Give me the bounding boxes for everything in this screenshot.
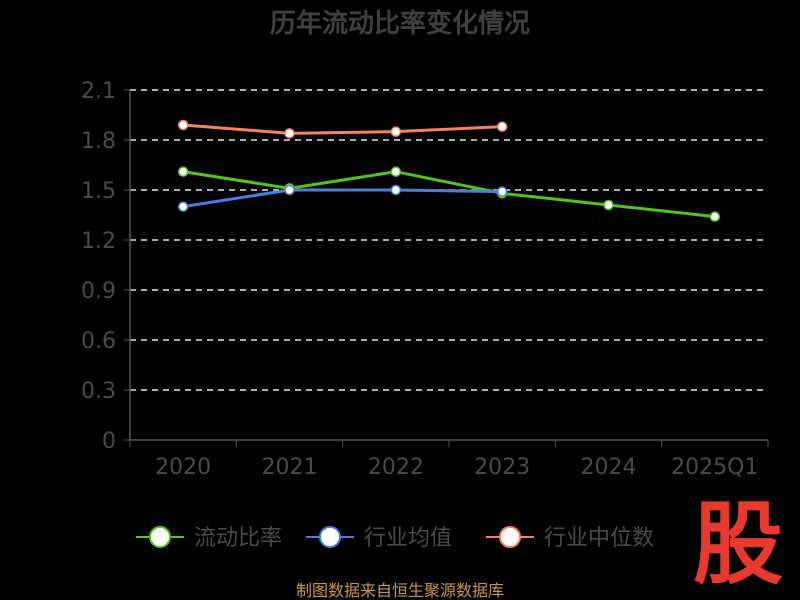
series-group bbox=[177, 119, 721, 222]
series-line bbox=[181, 123, 504, 135]
legend-item-1[interactable]: 行业均值 bbox=[306, 526, 452, 551]
y-tick-label: 2.1 bbox=[81, 79, 116, 104]
data-point[interactable] bbox=[284, 184, 295, 196]
legend-swatch-marker bbox=[319, 526, 341, 548]
series-line bbox=[181, 188, 504, 209]
axes bbox=[129, 90, 768, 441]
y-tick-label: 0 bbox=[102, 429, 116, 454]
x-tick-label: 2022 bbox=[368, 455, 424, 480]
data-point[interactable] bbox=[177, 119, 189, 131]
data-point[interactable] bbox=[496, 186, 508, 197]
grid-lines bbox=[130, 89, 768, 391]
x-tick-label: 2020 bbox=[155, 455, 211, 480]
source-text: 制图数据来自恒生聚源数据库 bbox=[296, 581, 504, 600]
legend-label: 行业均值 bbox=[364, 526, 452, 551]
data-point[interactable] bbox=[603, 199, 614, 211]
data-point[interactable] bbox=[390, 184, 402, 196]
data-point[interactable] bbox=[390, 126, 402, 137]
data-point[interactable] bbox=[390, 166, 402, 177]
x-tick-label: 2024 bbox=[581, 455, 637, 480]
chart-title: 历年流动比率变化情况 bbox=[270, 8, 530, 39]
y-tick-label: 0.3 bbox=[81, 379, 116, 404]
data-point[interactable] bbox=[284, 128, 295, 139]
x-tick-label: 2021 bbox=[262, 455, 318, 480]
data-point[interactable] bbox=[177, 166, 189, 177]
data-point[interactable] bbox=[709, 211, 721, 222]
data-point[interactable] bbox=[177, 201, 189, 212]
y-tick-label: 0.6 bbox=[81, 329, 116, 354]
y-tick-label: 1.8 bbox=[81, 129, 116, 154]
legend-swatch-marker bbox=[149, 526, 171, 548]
x-tick-label: 2025Q1 bbox=[671, 455, 758, 480]
y-tick-label: 1.5 bbox=[81, 179, 116, 204]
series-line bbox=[181, 170, 717, 219]
y-axis-ticks: 0 0.3 0.6 0.9 1.2 1.5 1.8 2.1 bbox=[81, 79, 130, 454]
legend-label: 流动比率 bbox=[194, 526, 282, 551]
legend-label: 行业中位数 bbox=[544, 526, 654, 551]
series-1 bbox=[177, 184, 508, 212]
x-tick-label: 2023 bbox=[474, 455, 530, 480]
logo-mark: 股 bbox=[693, 492, 783, 597]
legend-item-2[interactable]: 行业中位数 bbox=[486, 526, 654, 551]
x-axis-ticks: 2020 2021 2022 2023 2024 2025Q1 bbox=[129, 440, 769, 480]
legend-item-0[interactable]: 流动比率 bbox=[136, 526, 282, 551]
legend-swatch-marker bbox=[499, 526, 521, 548]
y-tick-label: 0.9 bbox=[81, 279, 116, 304]
y-tick-label: 1.2 bbox=[81, 229, 116, 254]
data-point[interactable] bbox=[496, 121, 508, 132]
series-2 bbox=[177, 119, 508, 139]
legend: 流动比率 行业均值 行业中位数 bbox=[136, 526, 654, 551]
